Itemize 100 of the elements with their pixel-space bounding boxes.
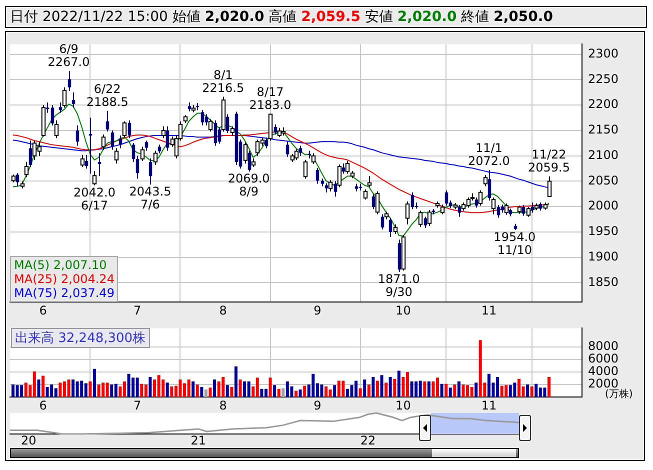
annotation: 1871.0 9/30 [378, 272, 420, 300]
candlestick [76, 124, 80, 146]
candlestick [148, 158, 152, 186]
y-tick-label: 1850 [588, 274, 619, 289]
bar [97, 384, 100, 397]
bar [320, 384, 324, 397]
candlestick [50, 104, 54, 126]
y-tick-label: 2200 [588, 97, 619, 112]
bar [508, 385, 512, 397]
bar [238, 379, 242, 397]
bar [397, 370, 400, 397]
bar [92, 368, 96, 397]
bar [538, 388, 542, 397]
bar [380, 375, 384, 397]
annotation: 2042.0 6/17 [73, 185, 116, 212]
bar [504, 385, 508, 397]
bar [342, 380, 345, 397]
candlestick [342, 162, 346, 174]
bar [478, 340, 482, 397]
annotation: 6/22 2188.5 [86, 82, 128, 110]
bar [513, 382, 516, 397]
bar [423, 381, 426, 397]
bar [286, 381, 289, 397]
candlestick [132, 142, 136, 162]
bar [414, 381, 418, 397]
bar [474, 382, 478, 397]
bar [324, 386, 328, 397]
bar [277, 388, 280, 397]
x-tick-label: 7 [134, 398, 142, 412]
chart-title: 出来高 32,248,300株 [11, 328, 150, 348]
candlestick [372, 194, 376, 210]
bar [358, 388, 362, 397]
bar [187, 379, 190, 397]
bar [256, 378, 259, 397]
bar [46, 386, 49, 397]
x-tick-label: 7 [134, 303, 142, 318]
bar [106, 382, 109, 397]
bar [20, 385, 24, 397]
bar [148, 376, 152, 397]
annotation: 1954.0 11/10 [494, 230, 536, 258]
bar [543, 388, 546, 397]
bar [136, 378, 139, 397]
annotation: 8/1 2216.5 [202, 68, 244, 95]
x-tick-label: 11 [481, 303, 497, 318]
candlestick [136, 155, 140, 180]
annotation: 2043.5 7/6 [129, 184, 172, 212]
bar [268, 378, 272, 397]
candlestick [58, 102, 62, 114]
candlestick [380, 214, 384, 230]
candlestick [424, 216, 428, 228]
bar [140, 384, 144, 397]
bar [200, 386, 204, 397]
bar [122, 381, 126, 397]
y-tick-label: 6000 [588, 352, 619, 366]
bar [312, 374, 315, 397]
bar [170, 386, 174, 397]
y-axis-title: (万株) [605, 389, 633, 400]
candlestick [204, 114, 208, 126]
bar [226, 385, 229, 397]
bar [234, 366, 238, 397]
chart-title: 日付 2022/11/22 15:00 始値 2,020.0 高値 2,059.5 安値 2,020.0 終値 2,050.0 [10, 9, 553, 25]
candlestick [16, 172, 20, 187]
candlestick [46, 102, 50, 114]
bar [54, 388, 58, 397]
bar [470, 386, 474, 397]
bar [32, 371, 36, 397]
candlestick [218, 126, 222, 144]
bar [178, 379, 182, 397]
y-tick-label: 2250 [588, 72, 619, 86]
y-tick-label: 2150 [588, 122, 619, 137]
bar [384, 382, 388, 397]
candlestick [474, 196, 478, 208]
bar [372, 376, 375, 397]
candlestick [72, 92, 76, 108]
bar [102, 382, 105, 397]
bar [393, 378, 396, 397]
bar [367, 384, 370, 397]
bar [114, 384, 118, 397]
bar [166, 382, 169, 397]
bar [162, 379, 165, 397]
bar [222, 376, 225, 397]
x-tick-label: 21 [190, 433, 206, 448]
bar [58, 382, 62, 397]
candlestick [88, 117, 92, 174]
bar [80, 380, 84, 397]
candlestick [248, 150, 252, 172]
candlestick [200, 110, 204, 126]
candlestick [214, 120, 218, 146]
candlestick [84, 154, 88, 170]
bar [67, 379, 70, 397]
x-tick-label: 10 [396, 398, 411, 412]
bar [42, 376, 45, 397]
bar [157, 375, 160, 397]
x-tick-label: 9 [314, 303, 322, 318]
candlestick [118, 135, 122, 149]
bar [376, 380, 379, 397]
candlestick [144, 140, 148, 152]
bar [72, 379, 75, 397]
y-tick-label: 1900 [588, 249, 619, 264]
candlestick [324, 182, 328, 193]
